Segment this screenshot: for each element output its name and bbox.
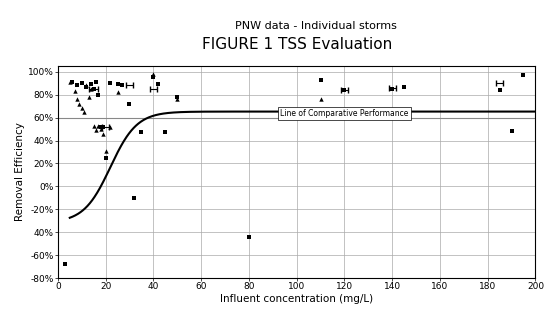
Point — [79, 109, 88, 115]
Point — [87, 82, 96, 87]
Point — [507, 129, 516, 134]
Point — [96, 124, 105, 129]
Point — [173, 97, 182, 102]
Title: FIGURE 1 TSS Evaluation: FIGURE 1 TSS Evaluation — [201, 37, 392, 52]
Point — [77, 106, 86, 111]
Point — [125, 101, 134, 106]
X-axis label: Influent concentration (mg/L): Influent concentration (mg/L) — [220, 294, 373, 304]
Point — [519, 73, 528, 78]
Point — [130, 195, 139, 200]
Point — [96, 127, 105, 132]
Point — [244, 234, 253, 239]
Point — [101, 148, 110, 153]
Point — [89, 123, 98, 128]
Point — [106, 124, 115, 129]
Point — [89, 86, 98, 92]
Point — [113, 82, 122, 87]
Point — [92, 128, 101, 133]
Point — [149, 71, 158, 77]
Point — [173, 94, 182, 100]
Point — [99, 124, 108, 129]
Point — [92, 79, 101, 85]
Point — [73, 97, 82, 102]
Point — [118, 83, 127, 88]
Point — [388, 86, 397, 92]
Y-axis label: Removal Efficiency: Removal Efficiency — [15, 122, 25, 221]
Point — [316, 97, 325, 102]
Point — [99, 131, 108, 136]
Point — [106, 81, 115, 86]
Point — [60, 262, 69, 267]
Point — [82, 84, 91, 89]
Point — [137, 130, 146, 135]
Point — [77, 81, 86, 86]
Text: PNW data - Individual storms: PNW data - Individual storms — [235, 21, 397, 31]
Point — [84, 94, 93, 100]
Point — [154, 82, 163, 87]
Point — [161, 130, 170, 135]
Point — [70, 89, 79, 94]
Text: Line of Comparative Performance: Line of Comparative Performance — [280, 109, 408, 118]
Point — [75, 101, 84, 106]
Point — [113, 90, 122, 95]
Point — [101, 155, 110, 160]
Point — [400, 84, 409, 89]
Point — [68, 79, 77, 85]
Point — [73, 83, 82, 88]
Point — [94, 92, 103, 97]
Point — [495, 87, 504, 93]
Point — [82, 83, 91, 88]
Point — [94, 123, 103, 128]
Point — [87, 86, 96, 92]
Point — [149, 75, 158, 80]
Point — [316, 77, 325, 82]
Point — [340, 87, 349, 93]
Point — [65, 79, 74, 85]
